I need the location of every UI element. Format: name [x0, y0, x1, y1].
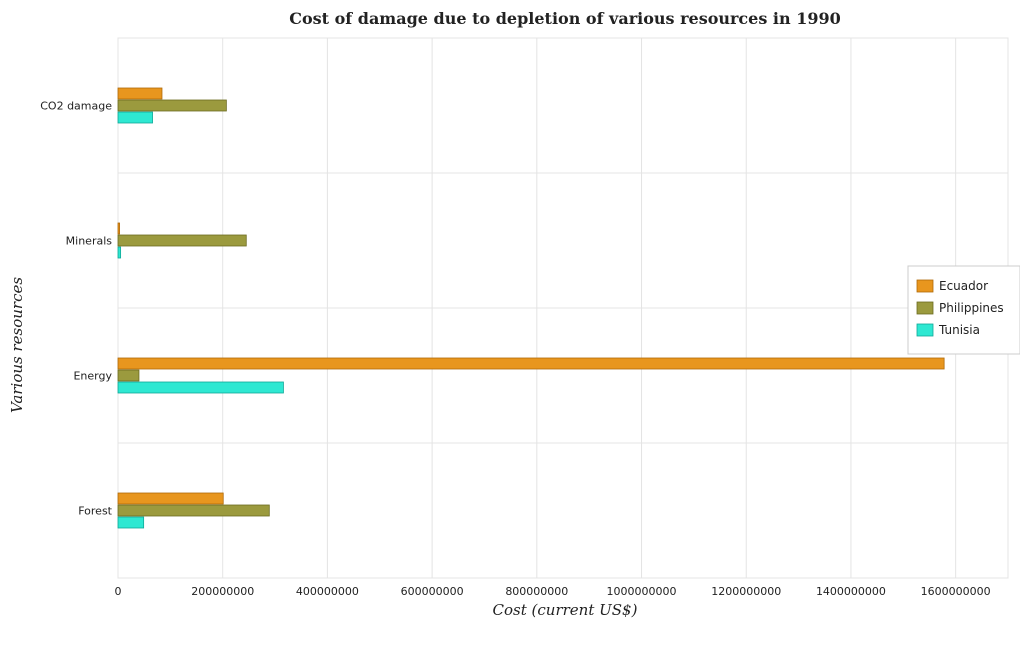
y-axis-categories: CO2 damage Minerals Energy Forest	[40, 100, 112, 518]
legend-swatch-philippines	[916, 301, 934, 315]
x-tick-label: 1000000000	[607, 585, 677, 598]
y-axis-label: Various resources	[8, 277, 26, 413]
x-tick-label: 200000000	[191, 585, 254, 598]
bar-ecuador-minerals	[117, 222, 120, 235]
bar-tunisia-co2-damage	[117, 111, 153, 124]
x-tick-label: 0	[115, 585, 122, 598]
bar-ecuador-forest	[117, 492, 224, 505]
bar-tunisia-minerals	[117, 246, 122, 259]
x-tick-label: 1200000000	[711, 585, 781, 598]
chart-title: Cost of damage due to depletion of vario…	[289, 9, 841, 28]
y-category-label: Forest	[78, 505, 112, 518]
x-tick-label: 800000000	[505, 585, 568, 598]
grid	[117, 37, 1009, 579]
x-tick-label: 400000000	[296, 585, 359, 598]
y-category-label: CO2 damage	[40, 100, 112, 113]
y-category-label: Minerals	[66, 235, 113, 248]
bar-tunisia-energy	[117, 381, 284, 394]
bar-tunisia-forest	[117, 516, 145, 529]
legend-swatch-tunisia	[916, 323, 934, 337]
legend: Ecuador Philippines Tunisia	[907, 265, 1020, 355]
x-axis-label: Cost (current US$)	[493, 601, 638, 619]
legend-swatch-ecuador	[916, 279, 934, 293]
bar-ecuador-co2-damage	[117, 87, 163, 100]
bar-ecuador-energy	[117, 357, 945, 370]
legend-label-ecuador: Ecuador	[939, 279, 988, 293]
x-tick-label: 1400000000	[816, 585, 886, 598]
bar-philippines-co2-damage	[117, 99, 227, 112]
legend-label-tunisia: Tunisia	[938, 323, 980, 337]
bar-philippines-minerals	[117, 234, 247, 247]
x-tick-label: 1600000000	[921, 585, 991, 598]
x-axis-ticks: 0 200000000 400000000 600000000 800000000 100…	[115, 585, 991, 598]
bar-philippines-energy	[117, 369, 140, 382]
bars	[117, 87, 945, 529]
y-category-label: Energy	[73, 370, 112, 383]
bar-philippines-forest	[117, 504, 270, 517]
legend-label-philippines: Philippines	[939, 301, 1004, 315]
x-tick-label: 600000000	[401, 585, 464, 598]
